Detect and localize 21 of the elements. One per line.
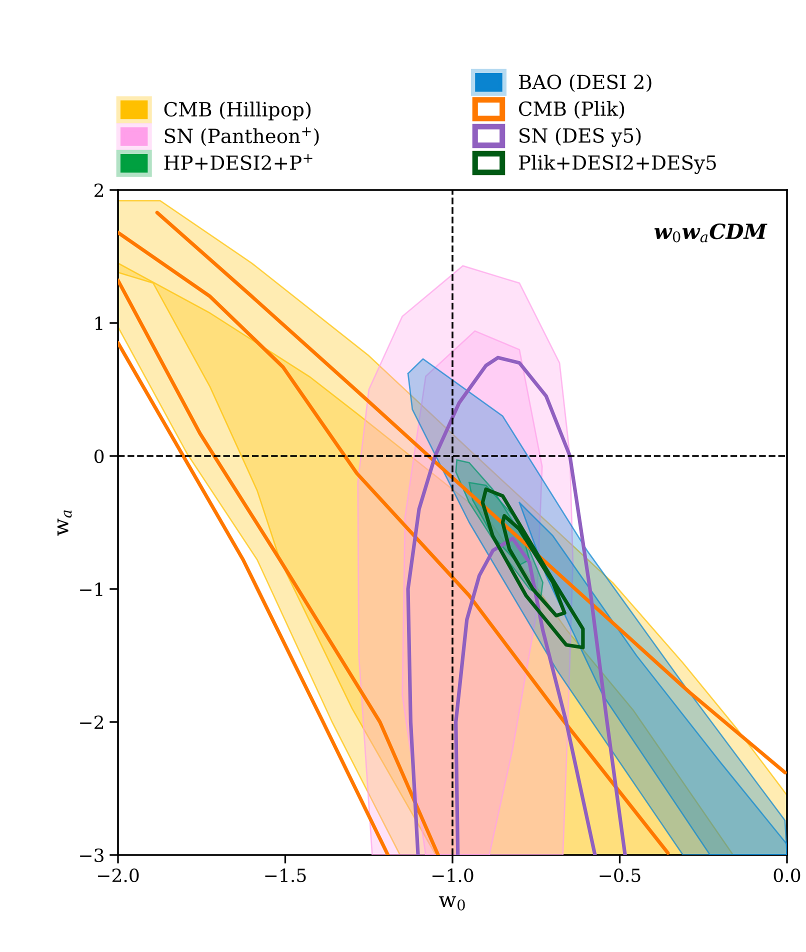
- legend-label: BAO (DESI 2): [518, 74, 652, 92]
- x-tick-label: −1.0: [432, 868, 474, 882]
- x-tick-label: 0.0: [774, 868, 800, 882]
- x-axis-title: w$_{0}$: [438, 896, 465, 910]
- y-axis-title: w$_{a}$: [57, 510, 72, 536]
- legend-label: CMB (Hillipop): [164, 102, 311, 120]
- legend-label: CMB (Plik): [518, 101, 624, 119]
- y-tick-label: 1: [96, 316, 102, 330]
- text: w$_{0}$w$_{a}$CDM: [654, 223, 768, 242]
- y-tick-label: 2: [94, 183, 104, 197]
- y-tick-label: −2: [80, 715, 104, 729]
- legend-label: SN (DES y5): [520, 128, 641, 147]
- legend-label: HP+DESI2+P$^{+}$: [164, 154, 312, 170]
- legend-label: SN (Pantheon$^{+}$): [164, 127, 319, 146]
- x-tick-label: −1.5: [265, 868, 306, 882]
- x-tick-label: −2.0: [98, 868, 139, 882]
- y-tick-label: −3: [80, 848, 104, 862]
- y-tick-label: −1: [80, 582, 102, 596]
- x-tick-label: −0.5: [600, 868, 640, 882]
- legend-label: Plik+DESI2+DESy5: [518, 154, 716, 174]
- y-tick-label: 0: [94, 449, 104, 464]
